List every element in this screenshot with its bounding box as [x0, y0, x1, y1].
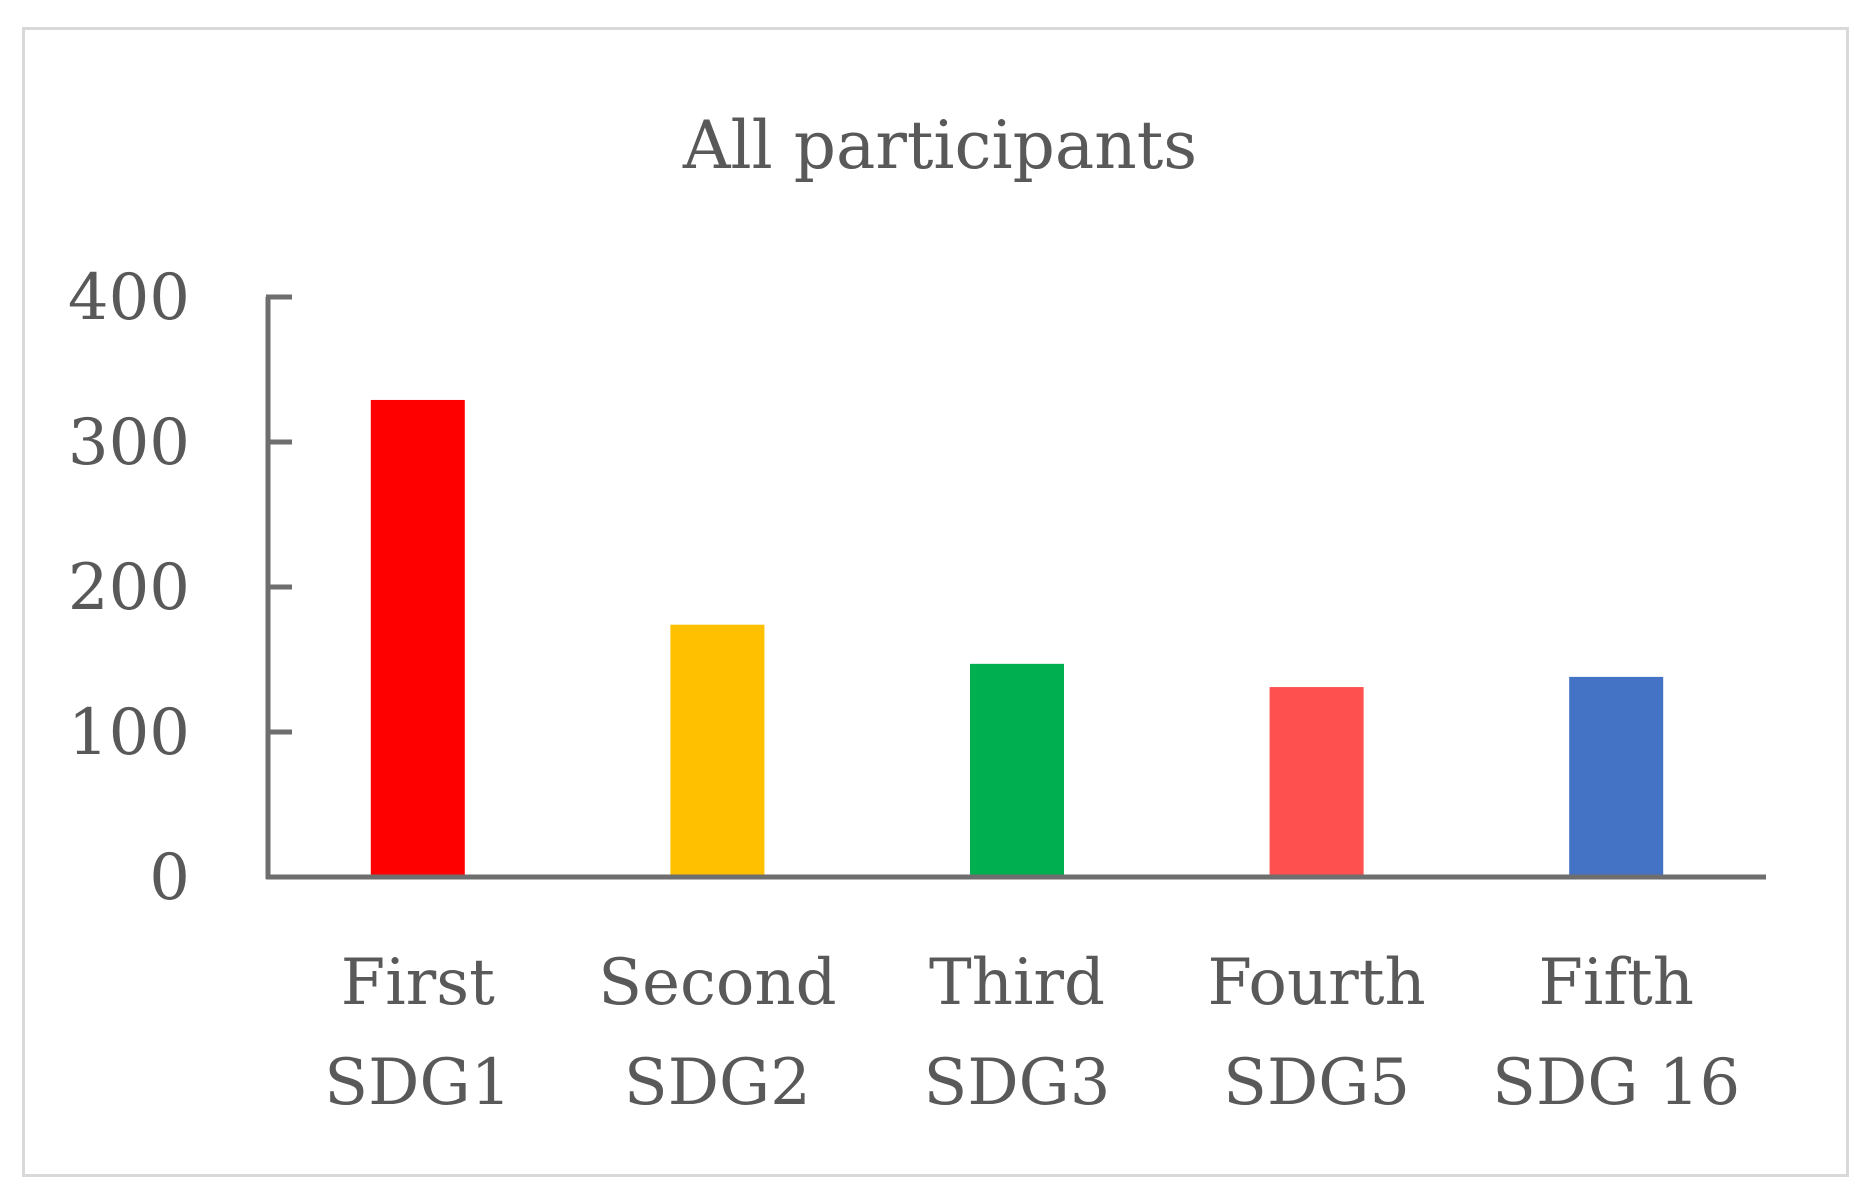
x-tick-label-line: Fourth — [1208, 946, 1426, 1020]
x-tick-label-line: SDG5 — [1223, 1046, 1410, 1120]
bar-4 — [1269, 687, 1364, 877]
x-tick-label-2: Second SDG2 — [598, 946, 836, 1120]
x-tick-label-line: Third — [929, 946, 1105, 1020]
x-tick-label-1: First SDG1 — [324, 946, 511, 1120]
bar-5 — [1569, 676, 1664, 877]
chart-frame — [22, 27, 1849, 1177]
x-tick-label-4: Fourth SDG5 — [1208, 946, 1426, 1120]
x-tick-label-line: Fifth — [1538, 946, 1694, 1020]
bars-group — [370, 399, 1664, 877]
bar-3 — [970, 663, 1064, 877]
bar-1 — [370, 399, 465, 877]
x-tick-label-line: SDG2 — [624, 1046, 811, 1120]
y-tick-label-400: 400 — [68, 261, 190, 335]
x-tick-label-line: SDG1 — [324, 1046, 511, 1120]
x-tick-label-line: First — [341, 946, 495, 1020]
x-tick-labels: First SDG1 Second SDG2 Third SDG3 Fourth SDG5 Fi… — [324, 946, 1740, 1120]
y-tick-labels: 0 100 200 300 400 — [68, 261, 190, 915]
x-tick-label-3: Third SDG3 — [924, 946, 1111, 1120]
y-tick-label-200: 200 — [68, 551, 190, 625]
x-tick-label-line: SDG3 — [924, 1046, 1111, 1120]
axes-group — [265, 294, 1766, 880]
y-tick-label-300: 300 — [68, 406, 190, 480]
x-tick-label-line: Second — [598, 946, 836, 1020]
bar-2 — [670, 624, 765, 877]
y-tick-label-0: 0 — [149, 841, 190, 915]
x-tick-label-5: Fifth SDG 16 — [1492, 946, 1740, 1120]
chart-title: All participants — [682, 107, 1197, 184]
x-tick-label-line: SDG 16 — [1492, 1046, 1740, 1120]
y-tick-label-100: 100 — [68, 696, 190, 770]
